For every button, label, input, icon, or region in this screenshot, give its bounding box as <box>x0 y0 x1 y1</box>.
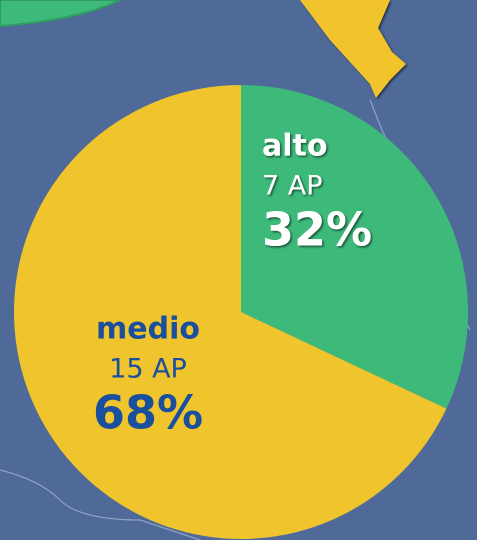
category-label: alto <box>262 129 327 164</box>
count-label: 7 AP <box>262 171 323 202</box>
value-label: 32% <box>262 203 372 257</box>
pie <box>13 85 468 539</box>
category-label: medio <box>96 312 200 347</box>
value-label: 68% <box>93 386 203 440</box>
pie-slice <box>13 85 447 539</box>
pie-slice <box>241 85 468 409</box>
count-label: 15 AP <box>109 354 187 385</box>
